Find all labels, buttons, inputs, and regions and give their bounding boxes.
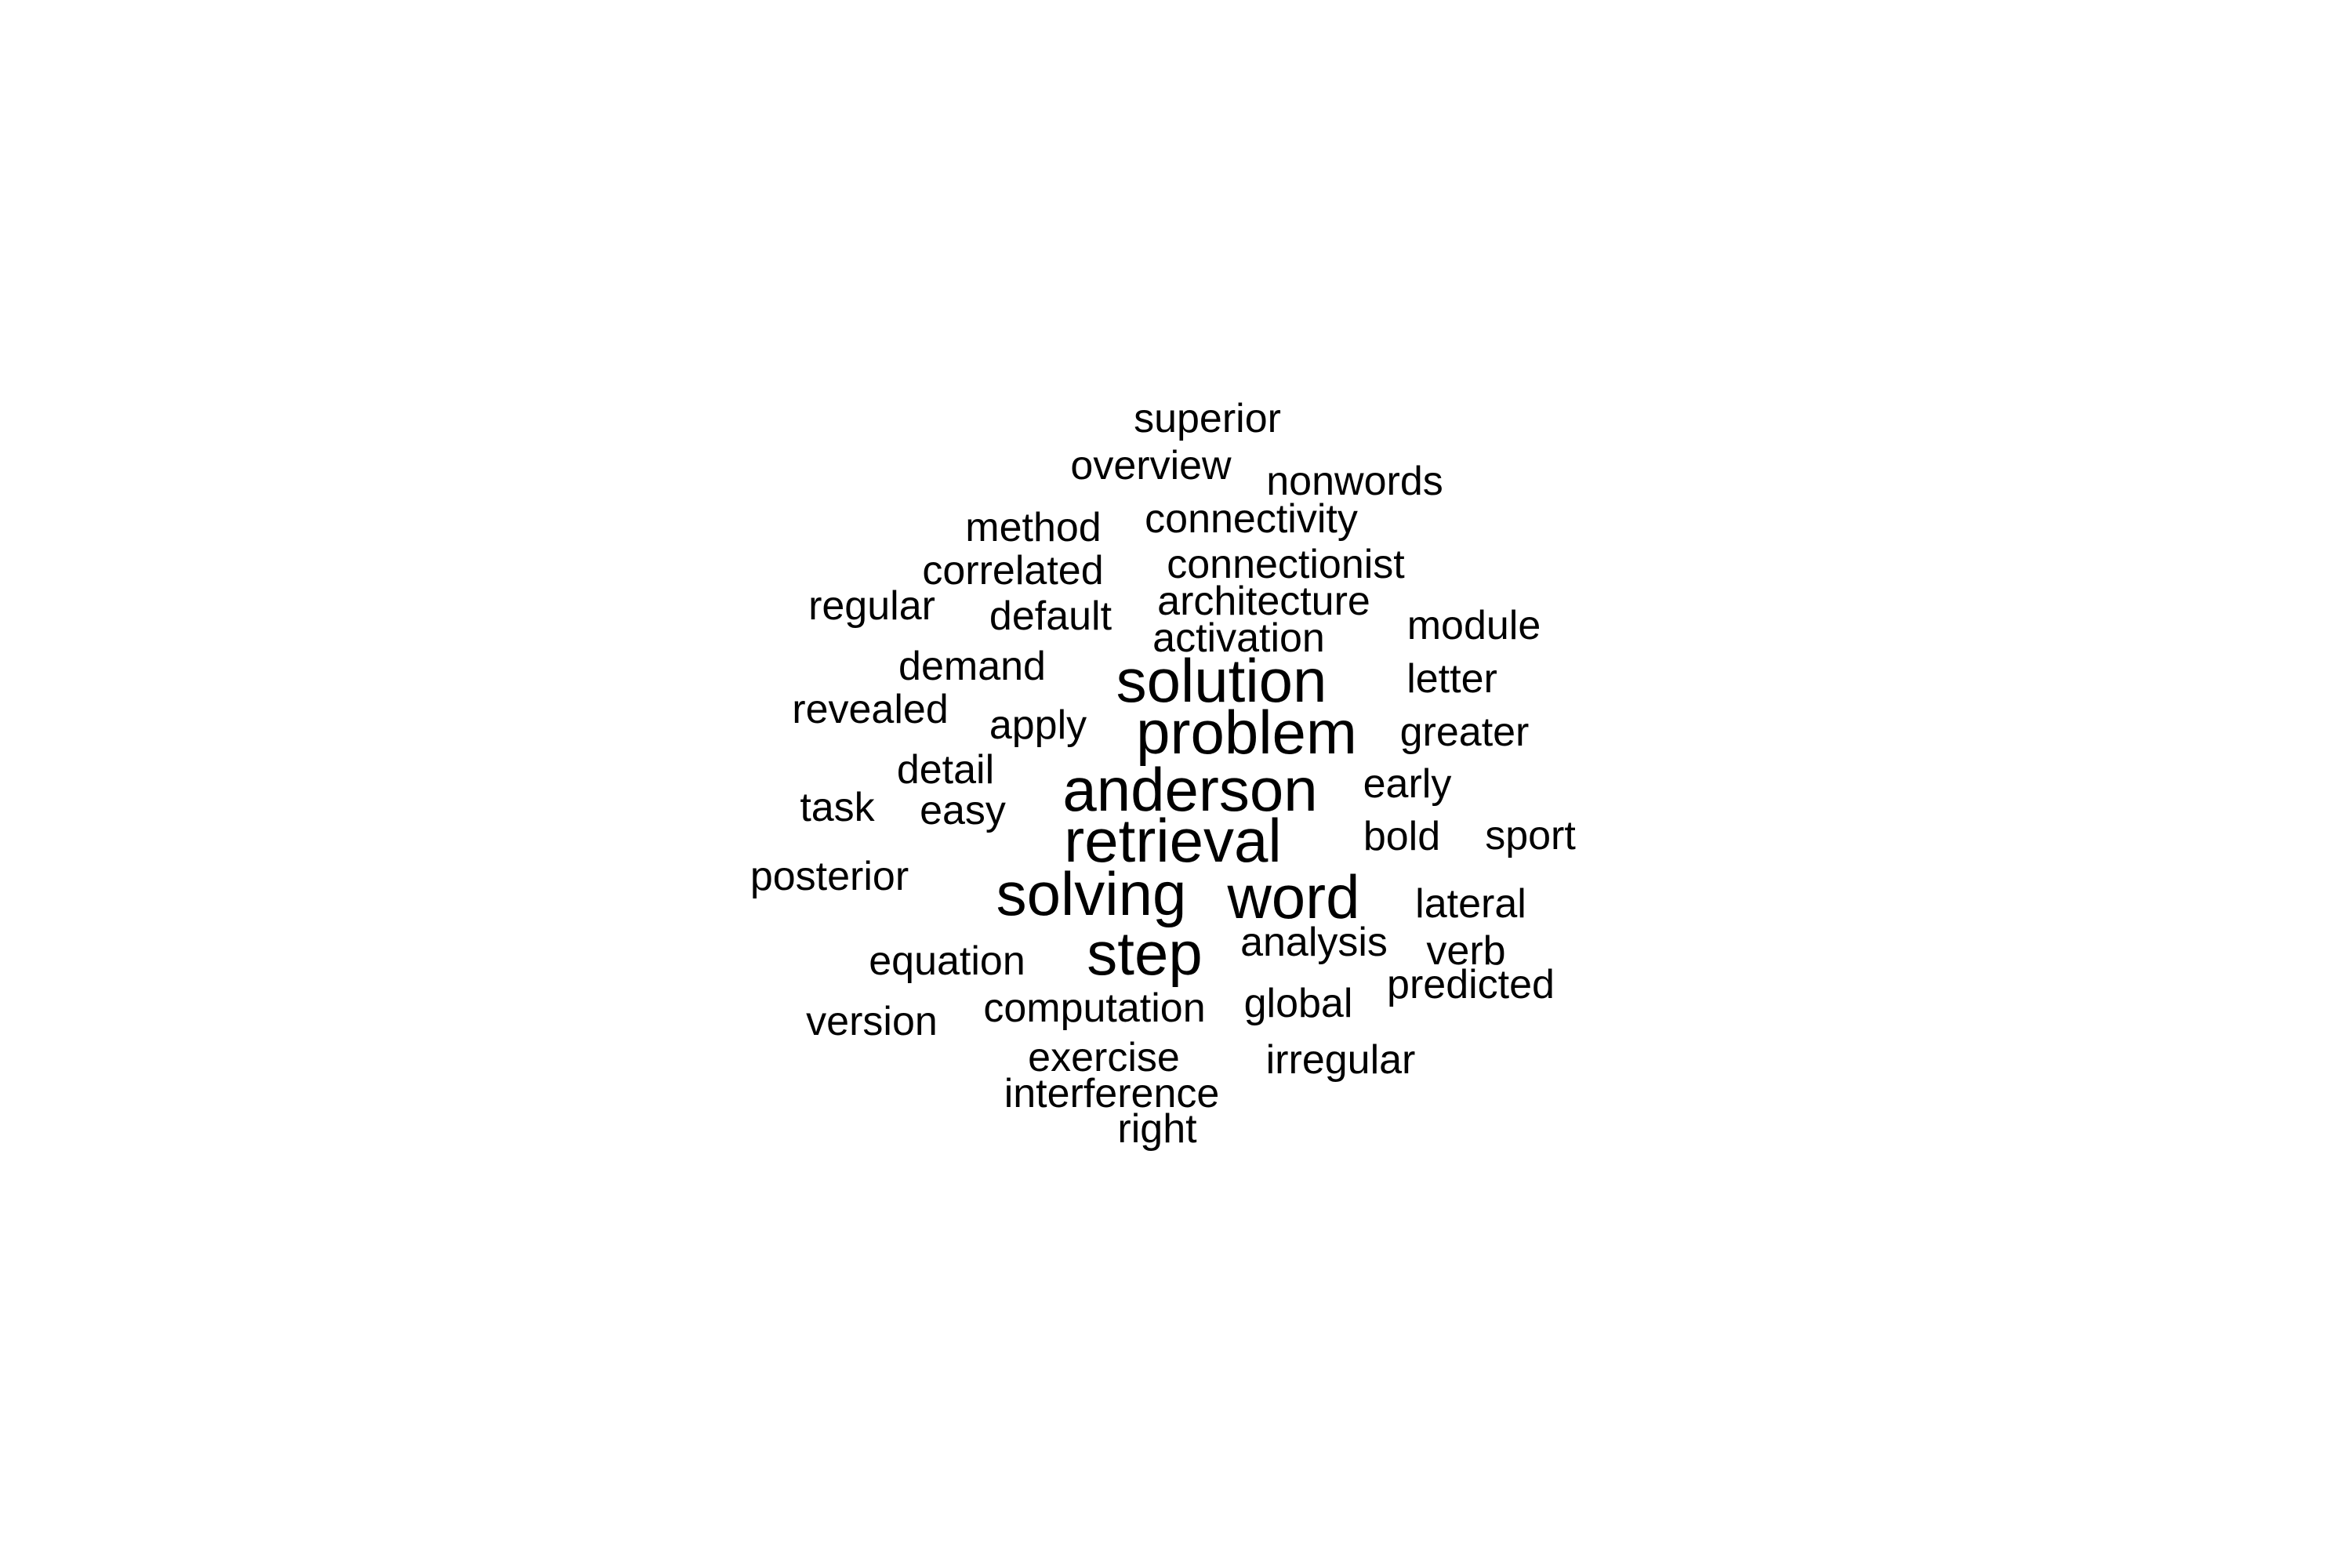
word-equation: equation xyxy=(869,938,1025,984)
word-overview: overview xyxy=(1070,443,1232,488)
word-nonwords: nonwords xyxy=(1266,459,1443,504)
word-sport: sport xyxy=(1485,813,1576,858)
word-global: global xyxy=(1243,981,1353,1026)
word-activation: activation xyxy=(1152,615,1325,661)
word-anderson: anderson xyxy=(1062,755,1318,824)
word-predicted: predicted xyxy=(1387,962,1555,1007)
word-connectionist: connectionist xyxy=(1167,542,1405,587)
word-interference: interference xyxy=(1004,1071,1220,1116)
word-analysis: analysis xyxy=(1240,920,1388,965)
word-irregular: irregular xyxy=(1265,1037,1416,1083)
word-step: step xyxy=(1087,919,1203,988)
word-solving: solving xyxy=(996,859,1187,928)
word-right: right xyxy=(1117,1106,1197,1152)
word-bold: bold xyxy=(1363,814,1441,859)
word-early: early xyxy=(1363,761,1452,807)
word-module: module xyxy=(1406,603,1541,648)
word-revealed: revealed xyxy=(792,687,949,732)
word-superior: superior xyxy=(1134,396,1281,441)
word-posterior: posterior xyxy=(750,854,909,899)
word-easy: easy xyxy=(920,788,1006,833)
word-task: task xyxy=(800,785,875,830)
word-word: word xyxy=(1227,862,1360,931)
word-default: default xyxy=(989,593,1112,639)
word-version: version xyxy=(806,999,938,1044)
word-correlated: correlated xyxy=(922,548,1104,593)
word-solution: solution xyxy=(1116,646,1327,715)
word-lateral: lateral xyxy=(1415,881,1526,927)
word-demand: demand xyxy=(898,644,1046,689)
word-greater: greater xyxy=(1399,710,1530,755)
word-detail: detail xyxy=(896,747,995,793)
word-exercise: exercise xyxy=(1028,1035,1180,1080)
word-apply: apply xyxy=(989,702,1087,748)
word-connectivity: connectivity xyxy=(1145,496,1358,542)
word-letter: letter xyxy=(1406,656,1497,702)
word-problem: problem xyxy=(1136,698,1357,767)
word-verb: verb xyxy=(1426,928,1506,974)
word-regular: regular xyxy=(808,583,935,629)
word-architecture: architecture xyxy=(1157,579,1370,624)
word-retrieval: retrieval xyxy=(1064,806,1282,875)
word-method: method xyxy=(965,505,1102,550)
word-computation: computation xyxy=(983,985,1206,1031)
